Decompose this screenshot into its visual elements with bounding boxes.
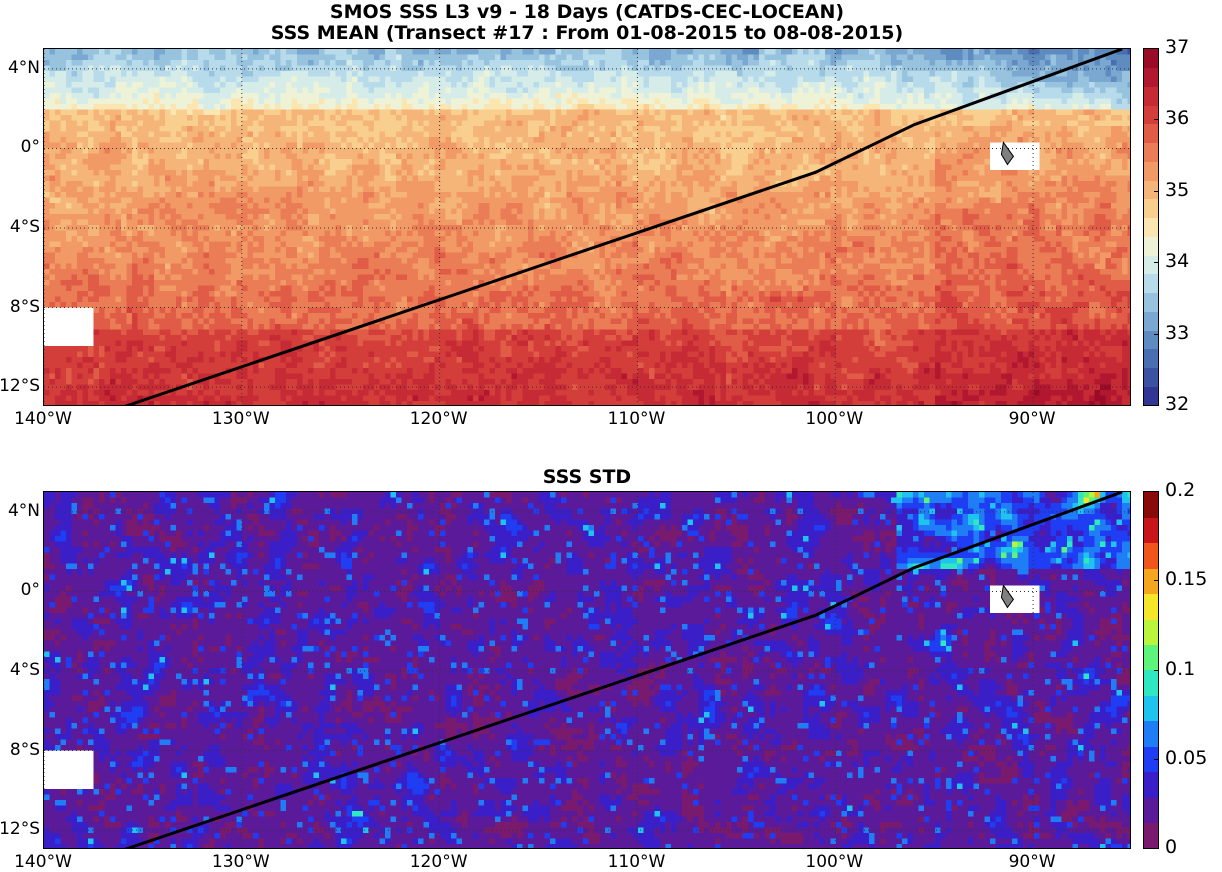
mean-colorbar-label: 32 bbox=[1165, 393, 1189, 415]
colorbar-swatch bbox=[1144, 349, 1158, 368]
mean-colorbar-label: 35 bbox=[1165, 179, 1189, 201]
colorbar-swatch bbox=[1144, 619, 1158, 645]
std-colorbar-label: 0 bbox=[1165, 836, 1177, 858]
colorbar-tick bbox=[1154, 334, 1158, 335]
sss-mean-colorbar bbox=[1143, 48, 1159, 406]
sss-mean-map bbox=[43, 48, 1131, 406]
colorbar-swatch bbox=[1144, 797, 1158, 823]
colorbar-swatch bbox=[1144, 236, 1158, 255]
std-colorbar-label: 0.05 bbox=[1165, 747, 1207, 769]
std-colorbar-label: 0.1 bbox=[1165, 658, 1195, 680]
figure-title-line2: SSS MEAN (Transect #17 : From 01-08-2015… bbox=[43, 22, 1131, 44]
colorbar-tick bbox=[1154, 580, 1158, 581]
figure-title-line1: SMOS SSS L3 v9 - 18 Days (CATDS-CEC-LOCE… bbox=[43, 1, 1131, 23]
colorbar-swatch bbox=[1144, 517, 1158, 543]
mean-colorbar-label: 37 bbox=[1165, 36, 1189, 58]
colorbar-swatch bbox=[1144, 670, 1158, 696]
std-heatmap-cells bbox=[44, 492, 1131, 849]
colorbar-swatch bbox=[1144, 645, 1158, 671]
sss-std-heatmap bbox=[44, 492, 1131, 849]
colorbar-swatch bbox=[1144, 105, 1158, 124]
colorbar-swatch bbox=[1144, 492, 1158, 518]
colorbar-swatch bbox=[1144, 594, 1158, 620]
colorbar-swatch bbox=[1144, 368, 1158, 387]
lon-tick-label: 130°W bbox=[212, 409, 270, 429]
colorbar-tick bbox=[1154, 405, 1158, 406]
lon-tick-label: 100°W bbox=[805, 852, 863, 872]
mean-heatmap-cells bbox=[44, 49, 1131, 406]
colorbar-swatch bbox=[1144, 721, 1158, 747]
sss-mean-heatmap bbox=[44, 49, 1131, 406]
colorbar-swatch bbox=[1144, 386, 1158, 405]
colorbar-swatch bbox=[1144, 695, 1158, 721]
lat-tick-label: 4°S bbox=[10, 217, 40, 237]
mean-colorbar-label: 33 bbox=[1165, 322, 1189, 344]
colorbar-tick bbox=[1154, 759, 1158, 760]
lon-tick-label: 90°W bbox=[1009, 409, 1056, 429]
colorbar-swatch bbox=[1144, 772, 1158, 798]
std-colorbar-label: 0.2 bbox=[1165, 479, 1195, 501]
lon-tick-label: 100°W bbox=[805, 409, 863, 429]
colorbar-swatch bbox=[1144, 86, 1158, 105]
colorbar-swatch bbox=[1144, 274, 1158, 293]
colorbar-swatch bbox=[1144, 199, 1158, 218]
colorbar-swatch bbox=[1144, 68, 1158, 87]
lat-tick-label: 8°S bbox=[10, 740, 40, 760]
lon-tick-label: 110°W bbox=[608, 852, 666, 872]
lat-tick-label: 4°S bbox=[10, 660, 40, 680]
colorbar-swatch bbox=[1144, 124, 1158, 143]
colorbar-tick bbox=[1154, 119, 1158, 120]
colorbar-swatch bbox=[1144, 218, 1158, 237]
colorbar-swatch bbox=[1144, 293, 1158, 312]
colorbar-swatch bbox=[1144, 543, 1158, 569]
lat-tick-label: 0° bbox=[21, 137, 40, 157]
std-panel-title: SSS STD bbox=[43, 466, 1131, 488]
colorbar-tick bbox=[1154, 670, 1158, 671]
colorbar-swatch bbox=[1144, 823, 1158, 849]
colorbar-tick bbox=[1154, 848, 1158, 849]
lon-tick-label: 120°W bbox=[410, 852, 468, 872]
lat-tick-label: 12°S bbox=[0, 376, 40, 396]
sss-std-map bbox=[43, 491, 1131, 849]
lat-tick-label: 8°S bbox=[10, 297, 40, 317]
colorbar-swatch bbox=[1144, 161, 1158, 180]
mean-colorbar-label: 36 bbox=[1165, 107, 1189, 129]
lon-tick-label: 130°W bbox=[212, 852, 270, 872]
lon-tick-label: 90°W bbox=[1009, 852, 1056, 872]
lon-tick-label: 120°W bbox=[410, 409, 468, 429]
colorbar-swatch bbox=[1144, 49, 1158, 68]
mean-colorbar-label: 34 bbox=[1165, 250, 1189, 272]
lon-tick-label: 140°W bbox=[14, 852, 72, 872]
lat-tick-label: 12°S bbox=[0, 819, 40, 839]
lon-tick-label: 140°W bbox=[14, 409, 72, 429]
lat-tick-label: 0° bbox=[21, 580, 40, 600]
colorbar-tick bbox=[1154, 491, 1158, 492]
colorbar-swatch bbox=[1144, 311, 1158, 330]
lat-tick-label: 4°N bbox=[8, 501, 40, 521]
colorbar-swatch bbox=[1144, 180, 1158, 199]
lat-tick-label: 4°N bbox=[8, 58, 40, 78]
colorbar-swatch bbox=[1144, 143, 1158, 162]
std-colorbar-label: 0.15 bbox=[1165, 568, 1207, 590]
colorbar-tick bbox=[1154, 48, 1158, 49]
colorbar-tick bbox=[1154, 191, 1158, 192]
colorbar-swatch bbox=[1144, 255, 1158, 274]
lon-tick-label: 110°W bbox=[608, 409, 666, 429]
colorbar-tick bbox=[1154, 262, 1158, 263]
